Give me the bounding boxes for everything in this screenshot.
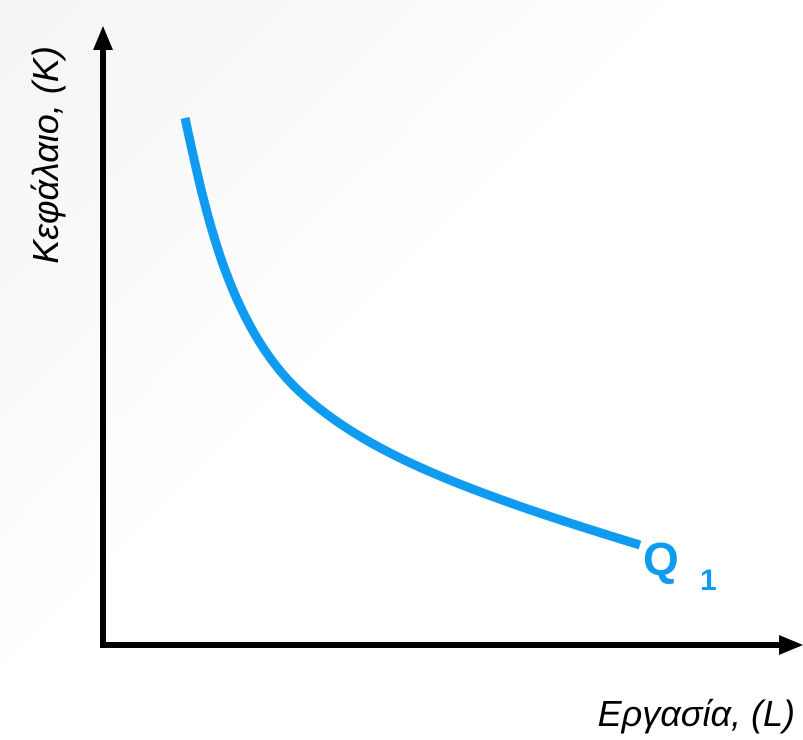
x-axis-arrow: [779, 635, 803, 655]
curve-label: Q: [643, 533, 679, 585]
x-axis-label: Εργασία, (L): [598, 693, 795, 734]
curve-label-subscript: 1: [700, 564, 717, 597]
y-axis-label: Κεφάλαιο, (K): [25, 46, 66, 264]
y-axis-arrow: [93, 26, 113, 50]
isoquant-curve: [180, 117, 642, 550]
